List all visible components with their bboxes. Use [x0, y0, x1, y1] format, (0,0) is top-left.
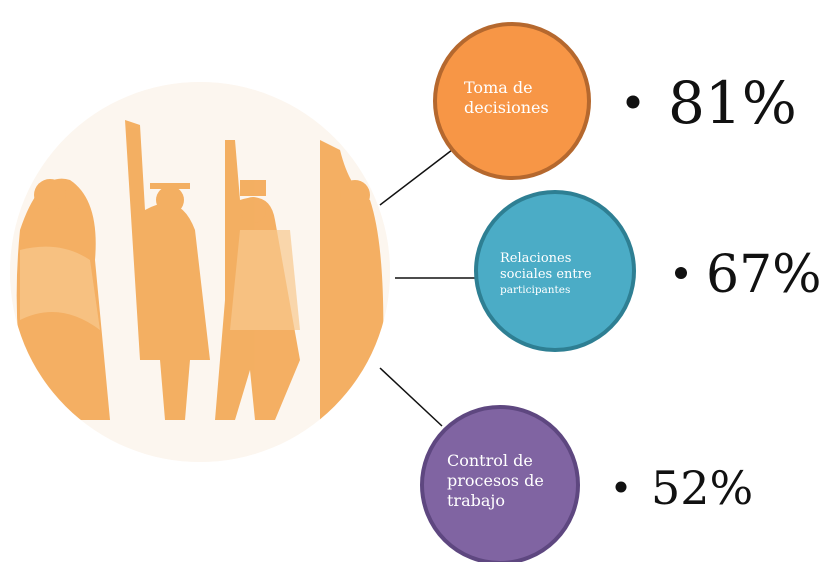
percentage: 67%	[706, 245, 822, 305]
label-line: sociales entre	[500, 267, 592, 282]
node-circle	[433, 22, 591, 180]
label-line: Control de	[447, 451, 533, 470]
connector	[379, 149, 453, 206]
node-circle	[474, 190, 636, 352]
node-label: Relaciones sociales entre participantes	[500, 251, 596, 296]
node-circle	[420, 405, 580, 562]
connector	[379, 367, 443, 427]
percentage: 52%	[651, 461, 753, 515]
label-line: procesos de	[447, 471, 544, 490]
percentage: 81%	[668, 69, 797, 137]
illustration	[10, 82, 390, 462]
node-label: Toma de decisiones	[464, 78, 549, 117]
label-line: decisiones	[464, 98, 549, 117]
label-line: Relaciones	[500, 251, 571, 266]
node-label: Control de procesos de trabajo	[447, 451, 549, 510]
label-line: participantes	[500, 284, 570, 296]
bullet	[626, 95, 640, 109]
label-line: trabajo	[447, 491, 505, 510]
bullet	[675, 267, 687, 279]
bullet	[615, 481, 627, 493]
label-line: Toma de	[464, 78, 533, 97]
